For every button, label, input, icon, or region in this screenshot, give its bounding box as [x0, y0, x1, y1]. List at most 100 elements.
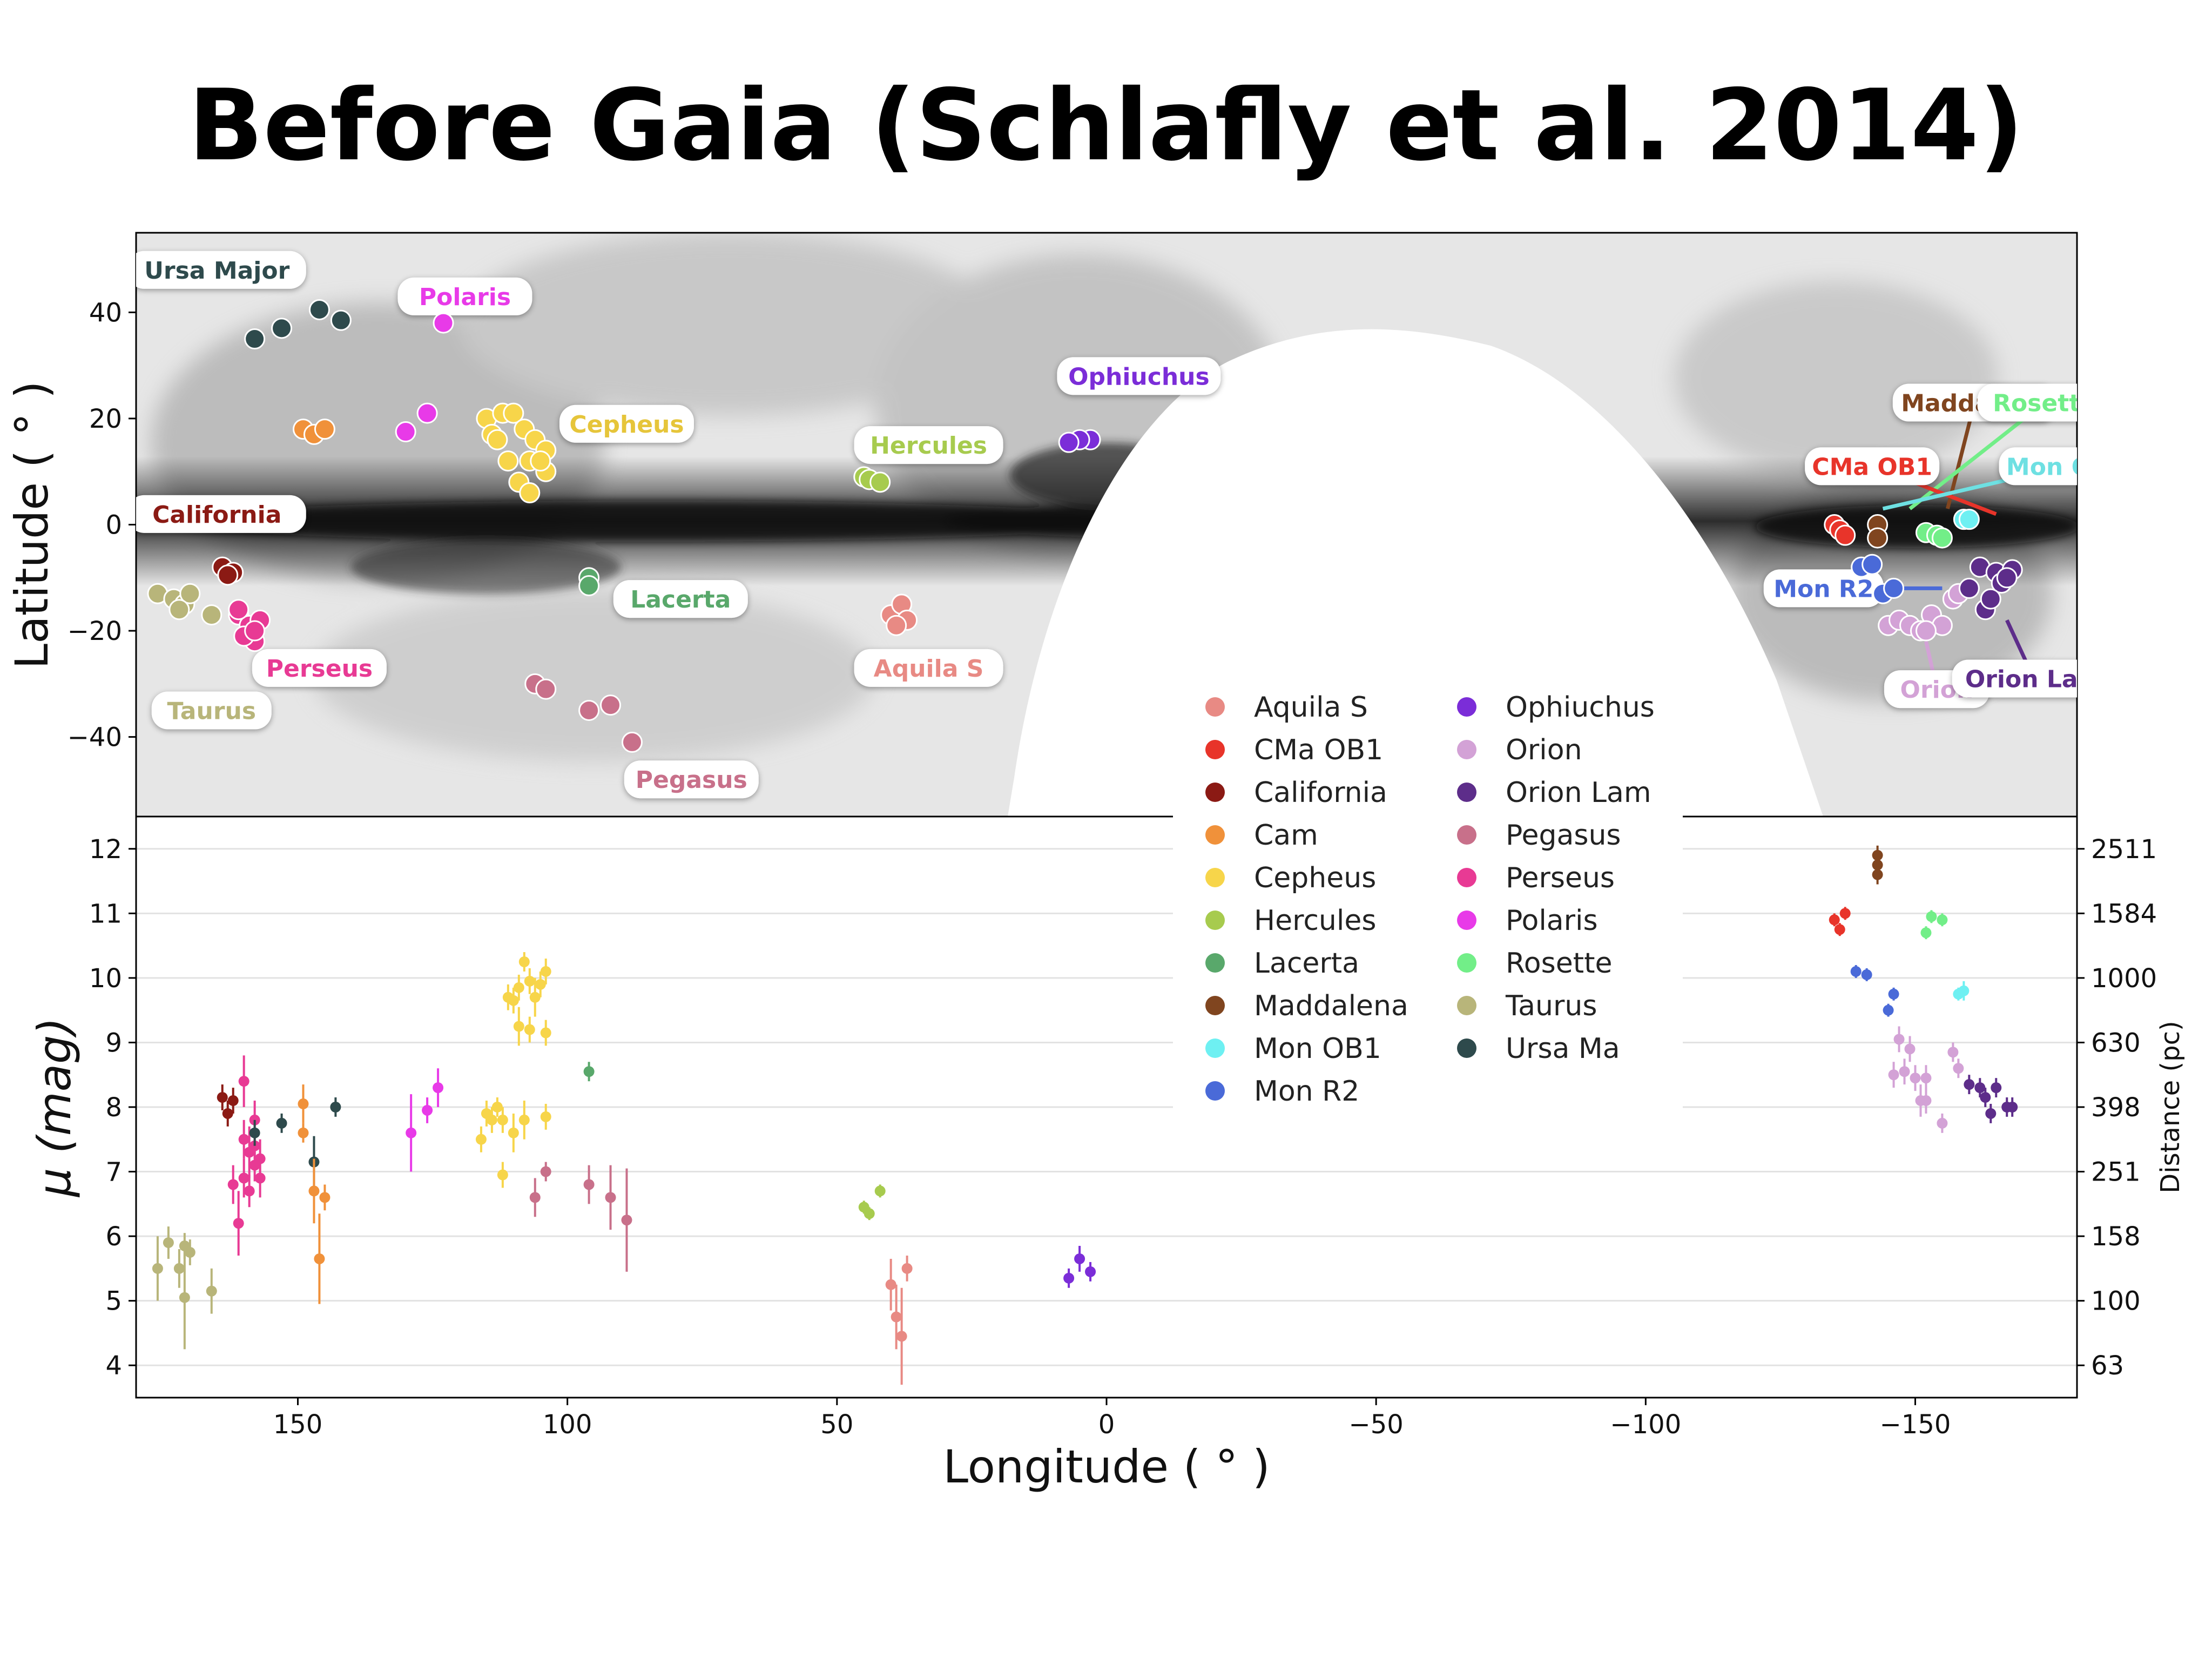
point-marker: [1953, 1063, 1964, 1074]
point-marker: [276, 1117, 287, 1129]
point-marker: [891, 1311, 902, 1323]
distance-tick-label: 398: [2091, 1092, 2141, 1123]
legend-marker: [1205, 911, 1225, 930]
map-point-cepheus: [487, 429, 508, 450]
distance-tick-label: 2511: [2091, 834, 2157, 865]
point-marker: [238, 1076, 249, 1087]
point-marker: [1861, 969, 1872, 980]
point-marker: [1920, 1095, 1932, 1107]
x-tick-label: 0: [1098, 1410, 1115, 1440]
point-marker: [1899, 1066, 1910, 1077]
distance-point-orion: [1953, 1058, 1964, 1078]
label-ophiuchus: Ophiuchus: [1068, 363, 1210, 390]
label-box-mon-ob1: [1999, 447, 2077, 485]
point-marker: [508, 995, 519, 1006]
map-point-polaris: [416, 402, 438, 424]
label-mon-ob1: Mon OB1: [2006, 453, 2126, 481]
legend-entry-polaris: Polaris: [1457, 905, 1598, 937]
distance-point-taurus: [163, 1226, 174, 1259]
map-point-mon-r2: [1883, 577, 1905, 599]
distance-point-lacerta: [583, 1062, 595, 1082]
map-point-mon-ob1: [1958, 509, 1980, 530]
label-box-aquila-s: [854, 649, 1003, 687]
label-perseus: Perseus: [266, 655, 373, 683]
distance-tick-label: 158: [2091, 1222, 2141, 1252]
distance-point-cam: [298, 1123, 309, 1143]
point-marker: [524, 975, 535, 987]
point-marker: [238, 1134, 249, 1145]
label-hercules: Hercules: [870, 432, 987, 460]
distance-point-cam: [319, 1184, 331, 1211]
distance-point-mon-r2: [1850, 965, 1862, 978]
point-marker: [874, 1185, 886, 1197]
distance-point-cepheus: [486, 1107, 497, 1133]
legend-entry-pegasus: Pegasus: [1457, 819, 1621, 852]
legend-label: Cam: [1254, 819, 1318, 852]
point-marker: [1893, 1034, 1905, 1045]
label-california: California: [152, 501, 281, 529]
top-y-tick-label: −20: [68, 616, 122, 646]
map-point-orion-lam: [1996, 567, 2018, 589]
distance-tick-label: 1584: [2091, 899, 2157, 929]
y-tick-label: 9: [105, 1028, 122, 1058]
label-mon-r2: Mon R2: [1773, 575, 1873, 603]
point-marker: [1947, 1047, 1959, 1058]
distance-point-cepheus: [535, 971, 546, 997]
label-lacerta: Lacerta: [630, 586, 731, 613]
label-polaris: Polaris: [419, 284, 511, 311]
map-point-pegasus: [621, 731, 643, 753]
legend-marker: [1205, 996, 1225, 1015]
point-marker: [1904, 1043, 1916, 1055]
distance-point-perseus: [244, 1175, 255, 1208]
distance-point-aquila-s: [891, 1284, 902, 1350]
distance-point-aquila-s: [885, 1258, 896, 1311]
map-point-pegasus: [535, 678, 557, 700]
distance-point-polaris: [433, 1068, 444, 1107]
label-box-ophiuchus: [1057, 357, 1221, 395]
distance-point-orion: [1920, 1065, 1932, 1091]
legend-entry-cma-ob1: CMa OB1: [1205, 734, 1383, 766]
legend-marker: [1205, 868, 1225, 887]
legend-marker: [1457, 1038, 1476, 1058]
distance-point-perseus: [227, 1165, 239, 1204]
distance-point-pegasus: [621, 1168, 632, 1272]
legend-label: Lacerta: [1254, 947, 1359, 980]
legend-label: CMa OB1: [1254, 734, 1383, 766]
point-marker: [864, 1208, 875, 1219]
distance-point-cepheus: [497, 1162, 508, 1188]
map-point-cma-ob1: [1835, 524, 1856, 546]
y-tick-label: 8: [105, 1092, 122, 1123]
distance-tick-label: 63: [2091, 1351, 2124, 1381]
point-marker: [1910, 1073, 1921, 1084]
distance-point-perseus: [238, 1055, 249, 1107]
map-point-lacerta: [578, 575, 600, 597]
distance-point-cepheus: [475, 1126, 487, 1152]
cloud-labels: Ursa Major Polaris Cepheus Hercules Ophiuchu…: [136, 251, 2126, 799]
point-marker: [513, 982, 524, 993]
distance-point-cam: [308, 1158, 320, 1224]
point-marker: [518, 1114, 530, 1125]
point-marker: [298, 1127, 309, 1138]
legend-label: Cepheus: [1254, 862, 1376, 894]
map-point-maddalena: [1867, 527, 1889, 549]
y-tick-label: 5: [105, 1286, 122, 1317]
distance-point-taurus: [173, 1249, 185, 1288]
legend-marker: [1205, 953, 1225, 973]
y-tick-label: 10: [89, 963, 122, 994]
legend-marker: [1205, 1038, 1225, 1058]
distance-point-orion: [1888, 1062, 1899, 1088]
legend-marker: [1457, 911, 1476, 930]
legend-label: Orion: [1506, 734, 1582, 766]
label-box-pegasus: [624, 760, 759, 799]
point-marker: [244, 1185, 255, 1197]
label-box-hercules: [854, 426, 1003, 464]
map-point-aquila-s: [886, 615, 907, 636]
point-marker: [1063, 1272, 1075, 1284]
distance-tick-label: 251: [2091, 1157, 2141, 1188]
bottom-y-axis-label: μ (mag): [28, 1017, 81, 1198]
point-marker: [491, 1102, 503, 1112]
point-marker: [173, 1263, 185, 1274]
map-point-cepheus: [530, 450, 551, 472]
distance-point-rosette: [1920, 926, 1932, 940]
distance-point-cepheus: [508, 987, 519, 1014]
